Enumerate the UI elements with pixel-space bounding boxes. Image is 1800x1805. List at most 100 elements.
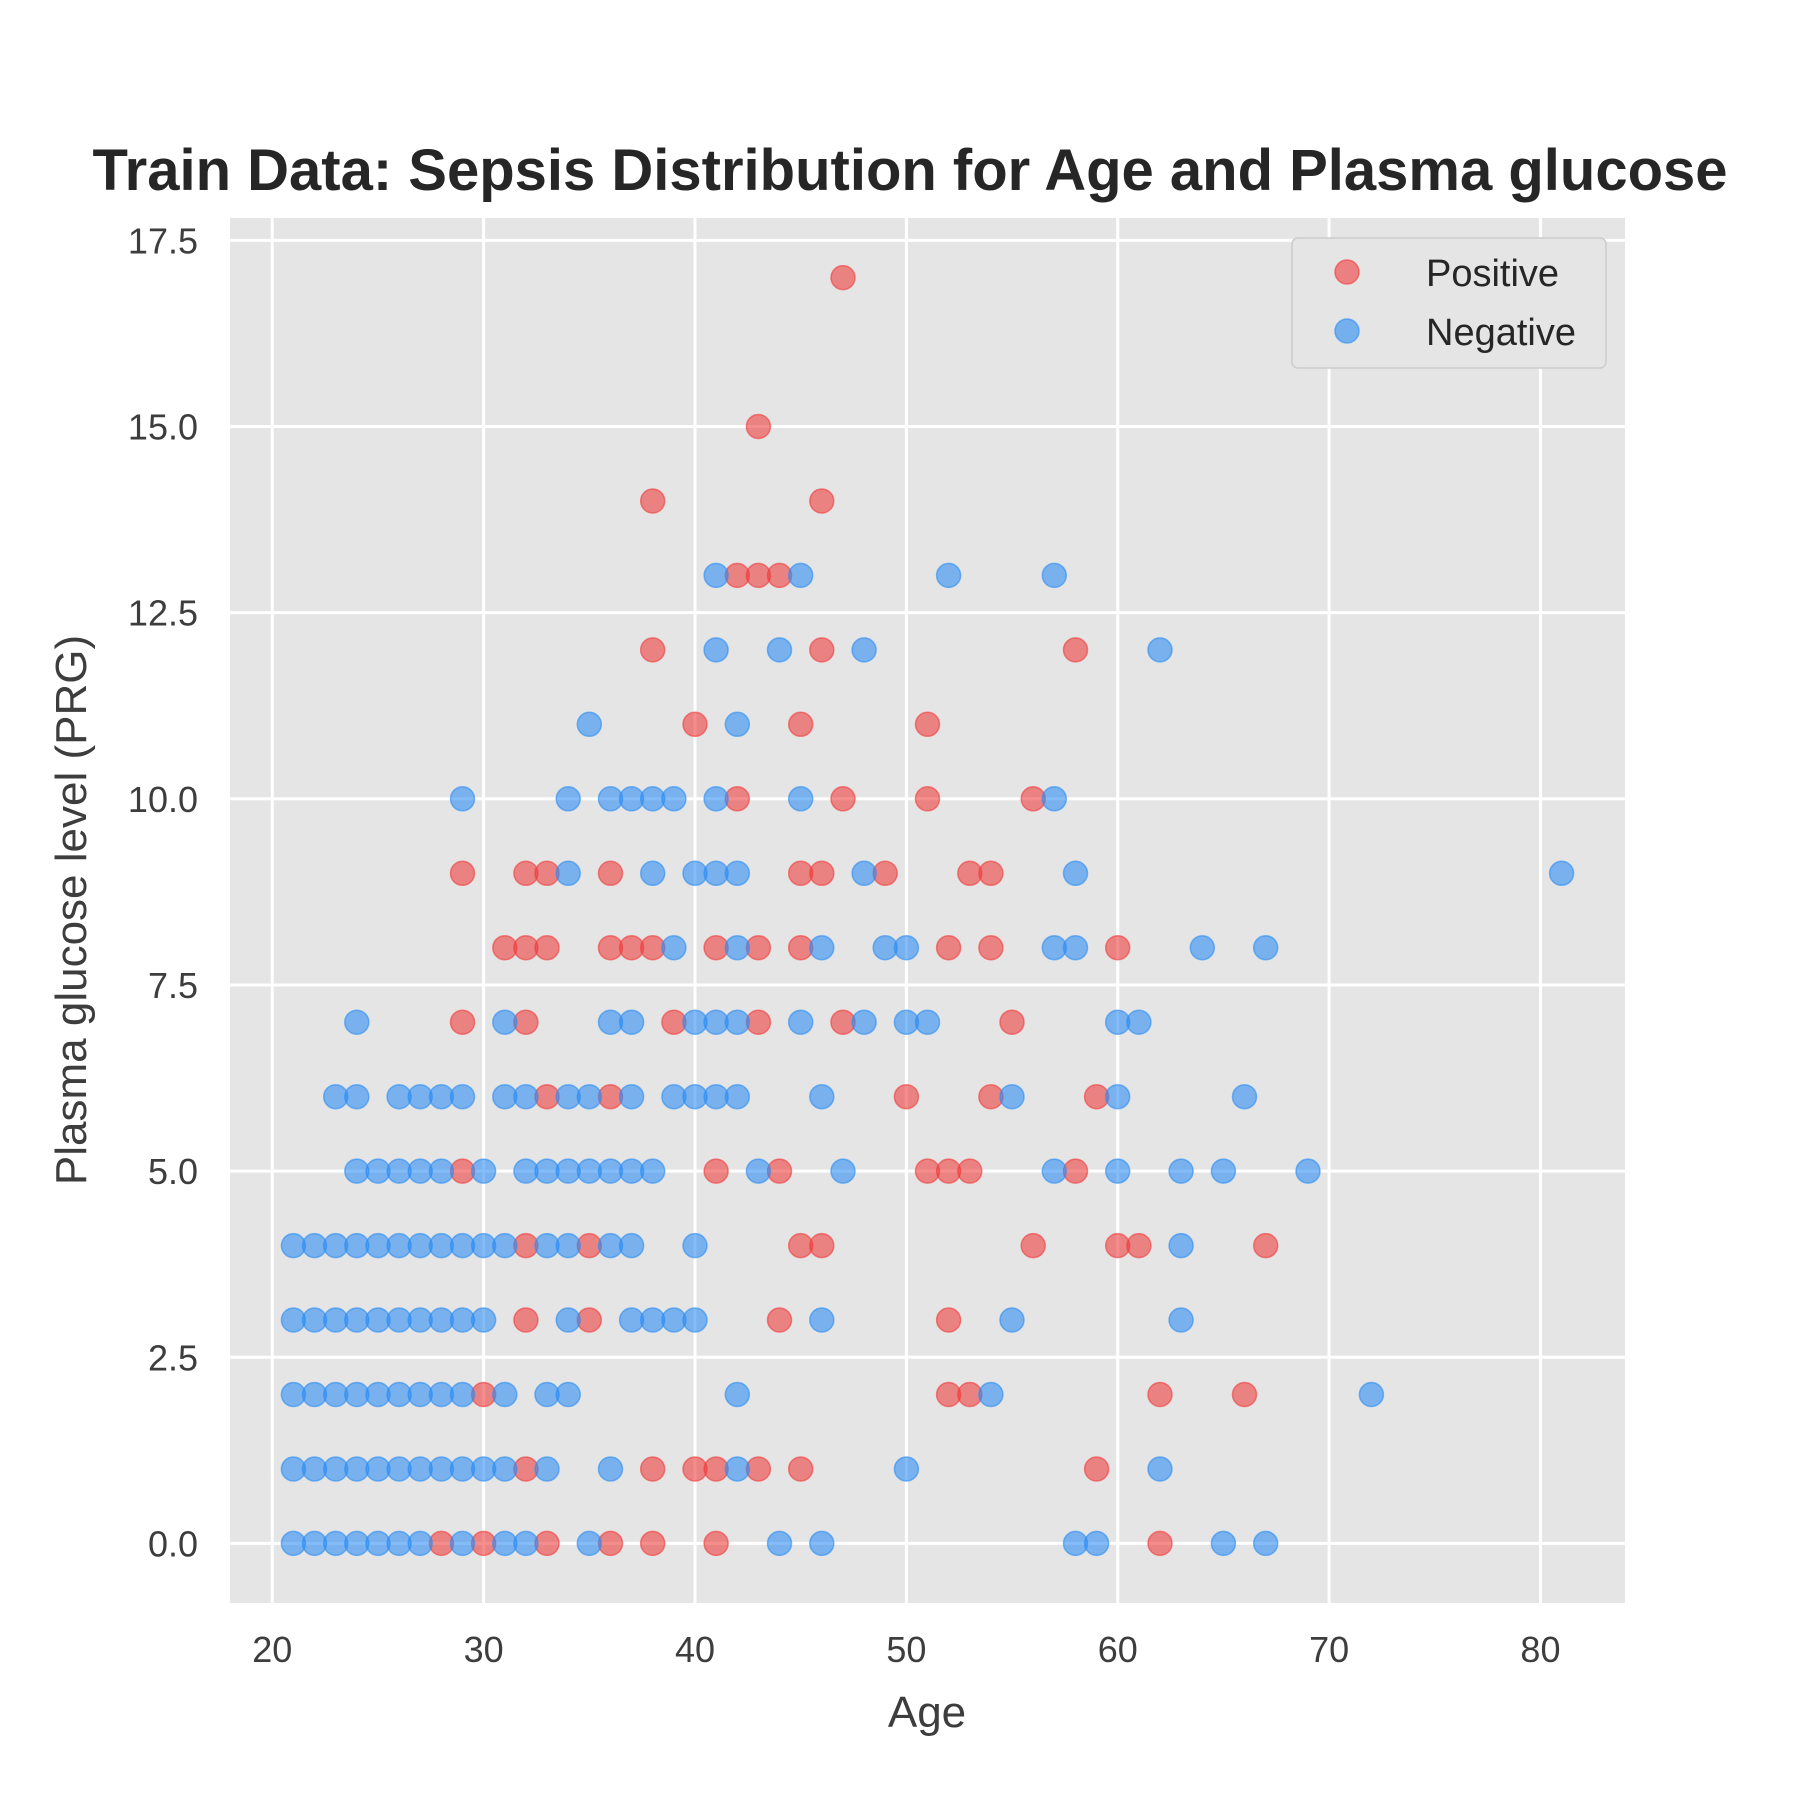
data-point-positive <box>597 860 624 887</box>
data-point-negative <box>703 637 729 663</box>
data-point-negative <box>555 1381 581 1408</box>
data-point-negative <box>344 1009 370 1035</box>
data-point-negative <box>724 1381 751 1408</box>
data-point-negative <box>449 1530 476 1557</box>
data-point-negative <box>1083 1530 1110 1557</box>
data-point-positive <box>1231 1381 1258 1408</box>
data-point-positive <box>534 860 560 887</box>
data-point-negative <box>703 786 729 812</box>
data-point-negative <box>661 786 687 812</box>
data-point-negative <box>1231 1083 1258 1110</box>
data-point-positive <box>935 1307 962 1333</box>
data-point-negative <box>1062 934 1089 961</box>
y-tick-label: 5.0 <box>148 1151 198 1192</box>
data-point-negative <box>492 1009 518 1035</box>
data-point-negative <box>1104 1009 1131 1035</box>
data-point-positive <box>639 1530 666 1557</box>
data-point-positive <box>703 1530 729 1557</box>
data-point-negative <box>555 860 581 887</box>
data-point-positive <box>1252 1232 1279 1259</box>
data-point-negative <box>470 1158 497 1184</box>
data-point-positive <box>830 786 856 812</box>
data-point-positive <box>957 1158 983 1184</box>
data-point-negative <box>703 1083 729 1110</box>
data-point-negative <box>555 786 581 812</box>
y-tick-label: 17.5 <box>128 220 198 261</box>
series-positive <box>428 264 1279 1557</box>
data-point-positive <box>745 413 772 440</box>
data-point-negative <box>978 1381 1004 1408</box>
data-point-negative <box>1295 1158 1321 1184</box>
data-point-positive <box>703 1158 729 1184</box>
data-point-negative <box>703 860 729 887</box>
legend-label-positive: Positive <box>1426 253 1559 295</box>
data-point-negative <box>470 1456 497 1482</box>
data-point-negative <box>703 562 729 589</box>
data-point-positive <box>809 1232 835 1259</box>
data-point-negative <box>1126 1009 1152 1035</box>
data-point-positive <box>1062 1158 1089 1184</box>
data-point-negative <box>407 1381 433 1408</box>
data-point-negative <box>407 1232 433 1259</box>
data-point-negative <box>724 1009 751 1035</box>
data-point-negative <box>534 1158 560 1184</box>
data-point-negative <box>1210 1158 1237 1184</box>
data-point-positive <box>1062 637 1089 663</box>
data-point-negative <box>407 1083 433 1110</box>
data-point-negative <box>724 711 751 738</box>
data-point-positive <box>1083 1456 1110 1482</box>
data-point-negative <box>1358 1381 1385 1408</box>
data-point-negative <box>766 1530 793 1557</box>
data-point-negative <box>301 1381 328 1408</box>
data-point-negative <box>576 1530 603 1557</box>
data-point-negative <box>1041 934 1068 961</box>
data-point-positive <box>682 711 708 738</box>
data-point-negative <box>809 1307 835 1333</box>
data-point-negative <box>407 1158 433 1184</box>
data-point-negative <box>1189 934 1216 961</box>
y-axis-ticks: 0.0 2.5 5.0 7.5 10.0 12.5 15.0 17.5 <box>128 220 198 1564</box>
x-axis-ticks: 20 30 40 50 60 70 80 <box>252 1629 1560 1670</box>
y-tick-label: 15.0 <box>128 406 198 447</box>
data-point-negative <box>407 1307 433 1333</box>
data-point-negative <box>999 1307 1025 1333</box>
data-point-negative <box>301 1530 328 1557</box>
data-point-positive <box>978 860 1004 887</box>
data-point-positive <box>893 1083 920 1110</box>
data-point-negative <box>1062 860 1089 887</box>
data-point-positive <box>809 860 835 887</box>
data-point-negative <box>618 1232 645 1259</box>
x-tick-label: 30 <box>464 1629 504 1670</box>
data-point-negative <box>703 1009 729 1035</box>
x-axis-label: Age <box>888 1688 966 1737</box>
data-point-negative <box>1041 562 1068 589</box>
data-point-positive <box>639 488 666 514</box>
data-point-negative <box>449 1083 476 1110</box>
x-tick-label: 50 <box>886 1629 926 1670</box>
data-point-positive <box>914 786 941 812</box>
data-point-positive <box>787 711 814 738</box>
data-point-negative <box>344 1456 370 1482</box>
data-point-negative <box>492 1381 518 1408</box>
data-point-negative <box>576 1158 603 1184</box>
data-point-negative <box>449 786 476 812</box>
data-point-positive <box>597 1530 624 1557</box>
data-point-negative <box>301 1307 328 1333</box>
data-point-positive <box>1147 1530 1173 1557</box>
data-point-negative <box>618 1009 645 1035</box>
data-point-positive <box>639 1456 666 1482</box>
data-point-positive <box>1104 1232 1131 1259</box>
data-point-negative <box>618 1083 645 1110</box>
data-point-positive <box>809 488 835 514</box>
data-point-positive <box>999 1009 1025 1035</box>
data-point-negative <box>301 1456 328 1482</box>
data-point-positive <box>703 934 729 961</box>
data-point-negative <box>1041 786 1068 812</box>
data-point-negative <box>1252 934 1279 961</box>
data-point-negative <box>449 1381 476 1408</box>
data-point-negative <box>893 1456 920 1482</box>
data-point-negative <box>682 1307 708 1333</box>
data-point-negative <box>1168 1232 1194 1259</box>
y-tick-label: 2.5 <box>148 1337 198 1378</box>
data-point-negative <box>344 1158 370 1184</box>
